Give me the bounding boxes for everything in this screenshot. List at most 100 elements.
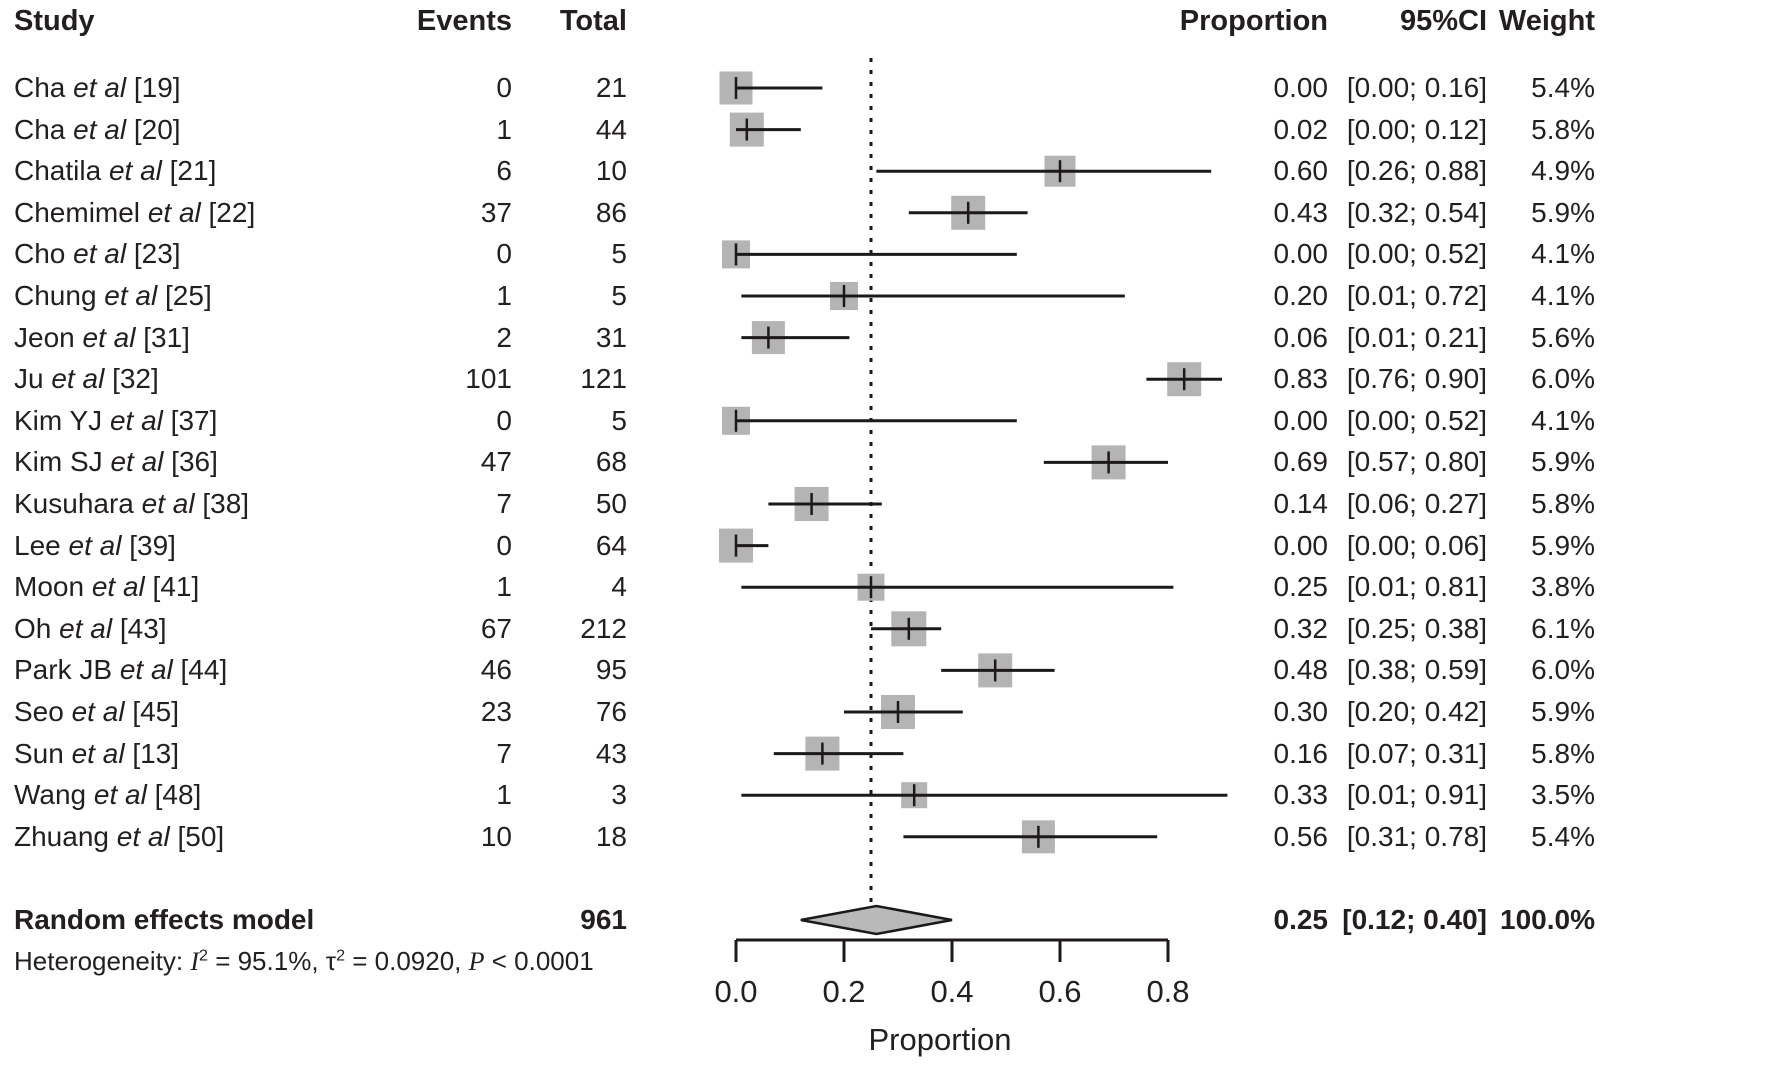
proportion-cell: 0.00 [1273, 72, 1329, 103]
study-row: Cha et al [19] 0 21 0.00 [0.00; 0.16] 5.… [0, 70, 1786, 106]
het-seg3: < 0.0001 [484, 946, 594, 976]
study-name-text: Kusuhara [14, 488, 142, 519]
study-name-text: Kim SJ [14, 446, 111, 478]
study-name-cell: Chatila et al [21] [14, 153, 216, 189]
study-etal-text: et al [73, 238, 127, 270]
weight-cell: 6.0% [1531, 654, 1595, 686]
study-name-text: Chatila [14, 155, 109, 187]
ci-cell: [0.00; 0.12] [1346, 113, 1487, 145]
weight-cell: 5.8% [1531, 737, 1595, 769]
weight-cell: 5.8% [1531, 113, 1595, 145]
proportion-cell: 0.16 [1273, 737, 1329, 769]
study-name-text: Kim YJ [14, 404, 110, 436]
study-name-cell: Wang et al [48] [14, 777, 201, 813]
total-cell: 4 [611, 571, 627, 603]
study-name-text: Oh [14, 612, 60, 644]
study-name-cell: Ju et al [32] [14, 361, 159, 397]
study-etal-text: et al [104, 280, 158, 311]
study-row: Oh et al [43] 67 212 0.32 [0.25; 0.38] 6… [0, 611, 1786, 647]
weight-cell: 6.0% [1531, 363, 1595, 395]
study-name-cell: Oh et al [43] [14, 611, 167, 647]
total-cell: 21 [595, 72, 627, 103]
total-cell: 10 [595, 155, 627, 187]
study-name-cell: Chung et al [25] [14, 278, 212, 314]
x-tick-label: 0.0 [714, 974, 757, 1009]
ci-cell: [0.01; 0.72] [1346, 280, 1487, 311]
study-etal-text: et al [71, 696, 125, 727]
study-ref-text: [45] [124, 696, 180, 727]
study-row: Cho et al [23] 0 5 0.00 [0.00; 0.52] 4.1… [0, 236, 1786, 272]
proportion-cell: 0.14 [1273, 488, 1329, 519]
proportion-cell: 0.00 [1273, 238, 1329, 270]
study-ref-text: [50] [169, 820, 225, 852]
events-cell: 67 [480, 612, 512, 644]
column-header-ci: 95%CI [1399, 5, 1487, 37]
total-cell: 31 [595, 321, 627, 353]
ci-cell: [0.31; 0.78] [1346, 820, 1487, 852]
proportion-cell: 0.20 [1273, 280, 1329, 311]
events-cell: 1 [496, 779, 512, 811]
heterogeneity-note: Heterogeneity: I2 = 95.1%, τ2 = 0.0920, … [14, 944, 594, 979]
ci-cell: [0.57; 0.80] [1346, 446, 1487, 478]
study-name-cell: Chemimel et al [22] [14, 195, 255, 231]
study-name-text: Cho [14, 238, 74, 270]
het-tau-symbol: τ [325, 946, 337, 976]
column-header-proportion: Proportion [1179, 5, 1328, 37]
proportion-cell: 0.30 [1273, 696, 1329, 727]
events-cell: 6 [496, 155, 512, 187]
study-name-cell: Cha et al [19] [14, 70, 181, 106]
total-cell: 76 [595, 696, 627, 727]
study-row: Wang et al [48] 1 3 0.33 [0.01; 0.91] 3.… [0, 777, 1786, 813]
study-ref-text: [13] [124, 737, 180, 769]
events-cell: 2 [496, 321, 512, 353]
ci-cell: [0.01; 0.91] [1346, 779, 1487, 811]
total-cell: 68 [595, 446, 627, 478]
study-name-text: Chemimel [14, 196, 148, 228]
study-ref-text: [22] [200, 196, 256, 228]
weight-cell: 4.1% [1531, 238, 1595, 270]
weight-cell: 5.4% [1531, 72, 1595, 103]
study-etal-text: et al [147, 196, 201, 228]
het-p-symbol: P [468, 947, 485, 976]
study-name-cell: Kim YJ et al [37] [14, 403, 217, 439]
events-cell: 23 [480, 696, 512, 727]
proportion-cell: 0.00 [1273, 404, 1329, 436]
x-tick-label: 0.4 [930, 974, 973, 1009]
summary-weight-cell: 100.0% [1500, 904, 1595, 935]
study-row: Park JB et al [44] 46 95 0.48 [0.38; 0.5… [0, 652, 1786, 688]
study-etal-text: et al [110, 446, 164, 478]
ci-cell: [0.25; 0.38] [1346, 612, 1487, 644]
study-row: Ju et al [32] 101 121 0.83 [0.76; 0.90] … [0, 361, 1786, 397]
study-name-cell: Lee et al [39] [14, 528, 176, 564]
events-cell: 1 [496, 280, 512, 311]
study-row: Kusuhara et al [38] 7 50 0.14 [0.06; 0.2… [0, 486, 1786, 522]
proportion-cell: 0.02 [1273, 113, 1329, 145]
study-row: Kim SJ et al [36] 47 68 0.69 [0.57; 0.80… [0, 444, 1786, 480]
study-ref-text: [21] [161, 155, 217, 187]
x-tick-label: 0.8 [1146, 974, 1189, 1009]
total-cell: 121 [580, 363, 627, 395]
study-etal-text: et al [71, 737, 125, 769]
summary-proportion-cell: 0.25 [1273, 904, 1329, 935]
study-ref-text: [43] [112, 612, 167, 644]
study-etal-text: et al [108, 155, 162, 187]
proportion-cell: 0.69 [1273, 446, 1329, 478]
ci-cell: [0.06; 0.27] [1346, 488, 1487, 519]
events-cell: 0 [496, 72, 512, 103]
study-name-text: Park JB [14, 654, 120, 686]
proportion-cell: 0.25 [1273, 571, 1329, 603]
proportion-cell: 0.48 [1273, 654, 1329, 686]
study-ref-text: [20] [126, 113, 181, 145]
study-etal-text: et al [51, 363, 105, 395]
weight-cell: 6.1% [1531, 612, 1595, 644]
study-name-cell: Kusuhara et al [38] [14, 486, 249, 522]
study-row: Seo et al [45] 23 76 0.30 [0.20; 0.42] 5… [0, 694, 1786, 730]
study-etal-text: et al [73, 113, 127, 145]
study-etal-text: et al [116, 820, 170, 852]
study-name-text: Cha [14, 72, 74, 103]
column-header-weight: Weight [1498, 5, 1595, 37]
events-cell: 46 [480, 654, 512, 686]
study-name-text: Wang [14, 779, 94, 811]
study-name-text: Sun [14, 737, 72, 769]
study-name-text: Chung [14, 280, 105, 311]
